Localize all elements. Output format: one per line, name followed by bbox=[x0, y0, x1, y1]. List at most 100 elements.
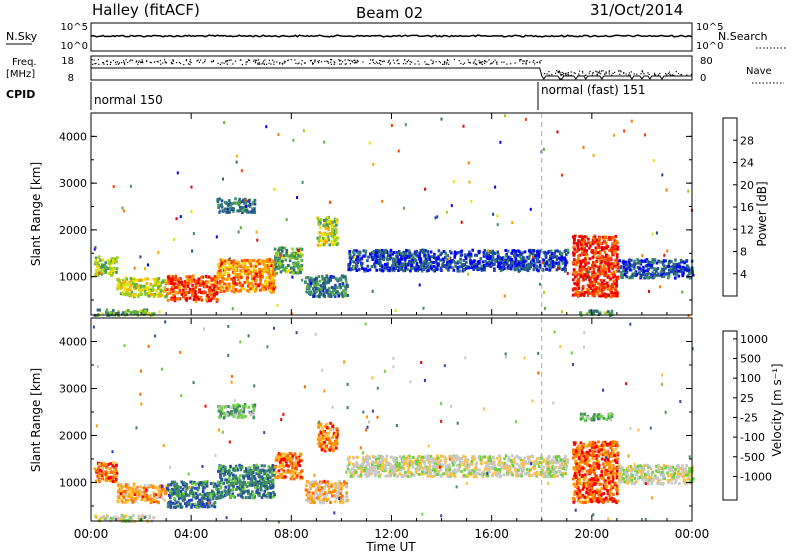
data-cell bbox=[252, 412, 255, 416]
freq-dot bbox=[605, 72, 607, 74]
data-cell bbox=[332, 445, 336, 449]
data-cell bbox=[152, 493, 156, 497]
data-cell bbox=[608, 288, 612, 292]
data-cell bbox=[203, 505, 207, 509]
freq-dot bbox=[172, 63, 174, 65]
data-cell bbox=[272, 279, 275, 283]
data-cell bbox=[475, 264, 479, 268]
data-cell bbox=[247, 495, 250, 499]
freq-dot bbox=[170, 61, 173, 63]
data-cell bbox=[325, 445, 329, 449]
data-cell bbox=[384, 248, 387, 252]
data-cell bbox=[253, 207, 256, 211]
data-cell bbox=[205, 285, 209, 289]
data-cell bbox=[149, 288, 153, 292]
data-cell bbox=[238, 197, 241, 201]
data-cell bbox=[614, 234, 618, 238]
data-cell bbox=[545, 267, 549, 271]
freq-dot bbox=[484, 60, 486, 62]
data-cell bbox=[602, 266, 605, 270]
data-cell bbox=[167, 279, 171, 283]
data-cell bbox=[432, 260, 435, 264]
data-cell bbox=[510, 261, 513, 265]
data-cell bbox=[206, 276, 209, 280]
data-cell bbox=[120, 312, 124, 316]
data-cell bbox=[196, 503, 199, 507]
freq-dot bbox=[232, 63, 234, 65]
freq-dot bbox=[432, 62, 434, 64]
data-cell bbox=[598, 289, 602, 293]
data-cell bbox=[309, 284, 312, 288]
data-cell bbox=[254, 467, 257, 471]
data-cell bbox=[220, 261, 224, 265]
data-cell bbox=[106, 258, 110, 262]
freq-dot bbox=[393, 62, 395, 64]
data-cell bbox=[142, 312, 145, 316]
data-cell bbox=[226, 405, 230, 408]
freq-dot bbox=[279, 62, 281, 64]
data-cell bbox=[325, 275, 329, 279]
data-cell bbox=[209, 293, 213, 296]
data-cell bbox=[650, 262, 654, 266]
data-cell bbox=[189, 278, 192, 282]
data-cell bbox=[391, 265, 395, 269]
data-cell bbox=[423, 251, 426, 255]
data-cell bbox=[252, 288, 255, 292]
data-cell bbox=[636, 266, 640, 269]
data-cell bbox=[194, 289, 197, 293]
data-cell bbox=[279, 455, 283, 459]
data-cell bbox=[238, 481, 241, 485]
data-cell bbox=[297, 254, 300, 257]
data-cell bbox=[414, 259, 418, 263]
data-cell bbox=[157, 282, 161, 286]
data-cell bbox=[238, 272, 241, 276]
data-cell bbox=[341, 293, 344, 297]
noise-cell bbox=[144, 267, 146, 271]
data-cell bbox=[638, 272, 641, 276]
data-cell bbox=[679, 268, 683, 272]
data-cell bbox=[516, 268, 520, 272]
data-cell bbox=[257, 488, 261, 492]
nave-label: Nave bbox=[746, 66, 772, 77]
data-cell bbox=[320, 287, 323, 291]
freq-dot bbox=[536, 61, 538, 63]
data-cell bbox=[610, 290, 613, 294]
noise-cell bbox=[462, 124, 465, 128]
data-cell bbox=[190, 505, 193, 509]
data-cell bbox=[497, 253, 500, 257]
data-cell bbox=[483, 249, 486, 253]
freq-dot bbox=[102, 62, 104, 64]
data-cell bbox=[323, 286, 326, 290]
freq-dot bbox=[376, 61, 378, 63]
freq-dot bbox=[221, 62, 223, 64]
data-cell bbox=[554, 255, 557, 259]
data-cell bbox=[608, 284, 612, 288]
data-cell bbox=[572, 253, 576, 257]
data-cell bbox=[664, 272, 668, 276]
data-cell bbox=[179, 486, 183, 490]
data-cell bbox=[572, 235, 575, 239]
data-cell bbox=[404, 254, 407, 258]
data-cell bbox=[307, 276, 310, 279]
noise-cell bbox=[256, 238, 259, 242]
data-cell bbox=[255, 262, 258, 266]
data-cell bbox=[333, 489, 336, 492]
data-cell bbox=[133, 285, 136, 289]
data-cell bbox=[157, 277, 161, 281]
data-cell bbox=[395, 254, 398, 258]
data-cell bbox=[449, 262, 452, 266]
freq-dot bbox=[612, 72, 614, 74]
data-cell bbox=[587, 270, 591, 274]
data-cell bbox=[687, 266, 690, 270]
freq-dot bbox=[538, 61, 541, 63]
data-cell bbox=[442, 250, 446, 253]
freq-dots bbox=[91, 59, 692, 77]
freq-dot bbox=[596, 71, 598, 73]
data-cell bbox=[198, 288, 202, 292]
freq-dot bbox=[481, 63, 483, 65]
data-cell bbox=[572, 268, 576, 272]
data-cell bbox=[222, 289, 226, 293]
freq-dot bbox=[392, 59, 394, 61]
data-cell bbox=[503, 263, 506, 267]
data-cell bbox=[147, 484, 151, 488]
